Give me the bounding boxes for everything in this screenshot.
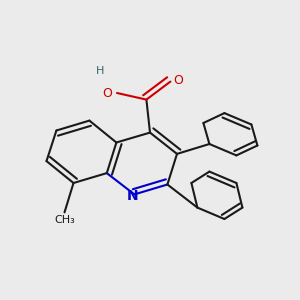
Text: O: O (173, 74, 183, 87)
Text: N: N (127, 189, 139, 203)
Text: CH₃: CH₃ (54, 215, 75, 225)
Text: O: O (103, 86, 112, 100)
Text: H: H (96, 65, 105, 76)
